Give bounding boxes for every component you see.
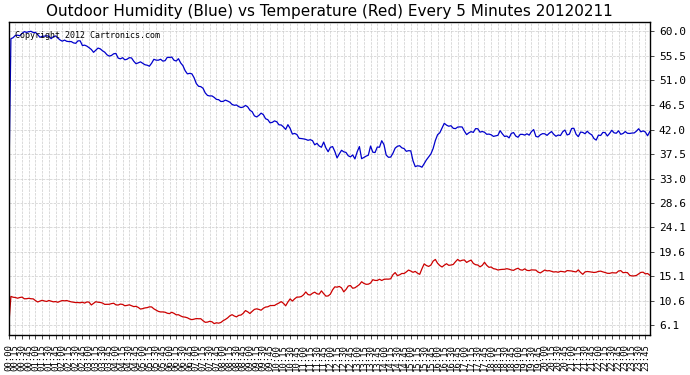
- Title: Outdoor Humidity (Blue) vs Temperature (Red) Every 5 Minutes 20120211: Outdoor Humidity (Blue) vs Temperature (…: [46, 4, 613, 19]
- Text: Copyright 2012 Cartronics.com: Copyright 2012 Cartronics.com: [15, 31, 160, 40]
